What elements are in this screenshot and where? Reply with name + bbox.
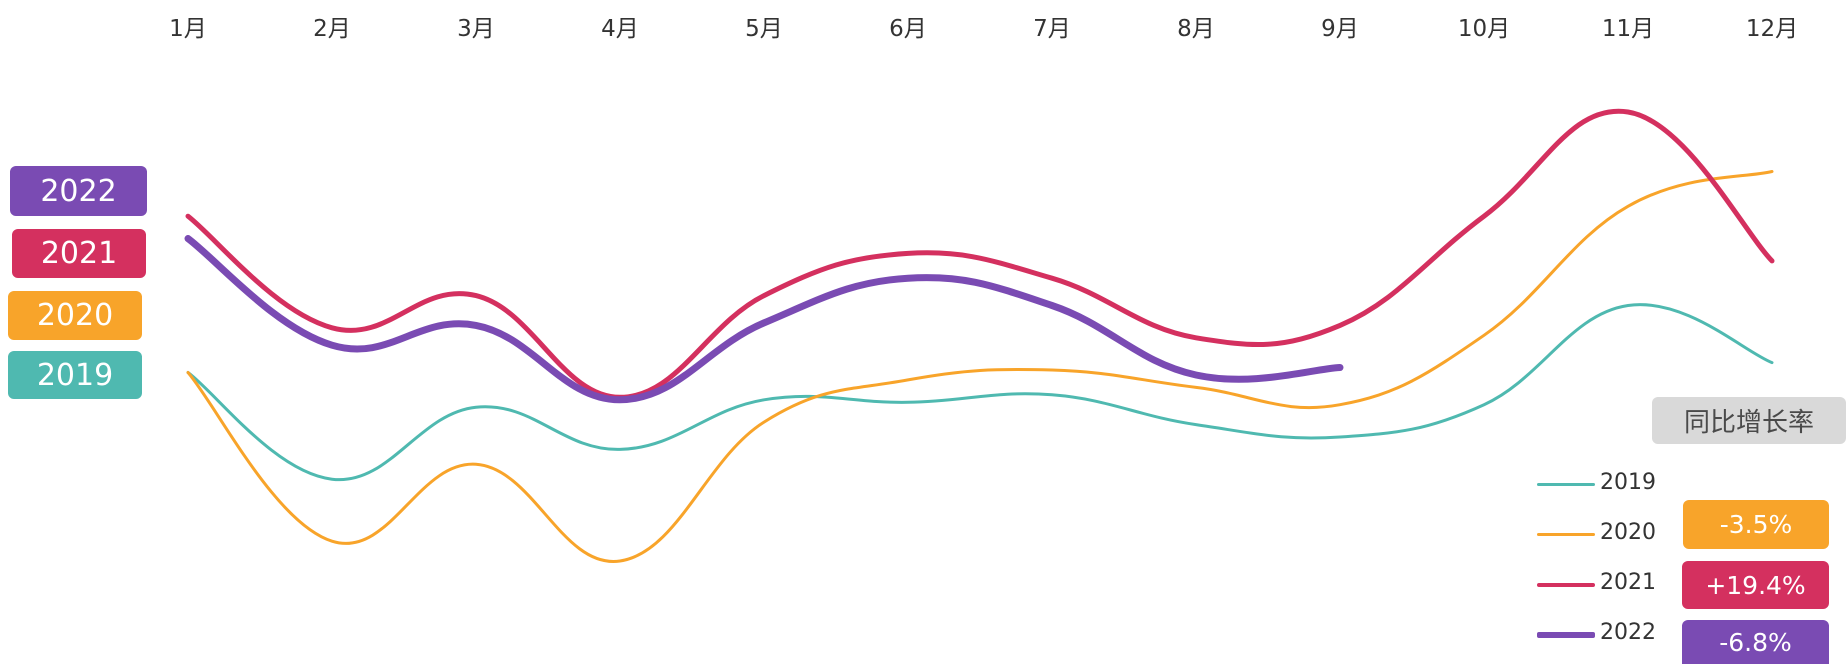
series-lines [184,108,1775,563]
year-badge-2021: 2021 [12,229,146,278]
x-tick-label: 10月 [1458,16,1510,42]
x-tick-label: 4月 [601,16,639,42]
legend-label-2022: 2022 [1600,620,1656,645]
x-tick-label: 2月 [313,16,351,42]
legend-line-2020 [1537,533,1595,536]
legend-line-2021 [1537,583,1595,587]
series-line-2021 [185,108,1775,400]
x-tick-label: 1月 [169,16,207,42]
x-tick-label: 7月 [1033,16,1071,42]
growth-badge-2021: +19.4% [1682,561,1829,609]
legend-label-2019: 2019 [1600,470,1656,495]
legend-line-2019 [1537,483,1595,486]
legend-line-2022 [1537,632,1595,638]
x-tick-label: 11月 [1602,16,1654,42]
series-line-2019 [186,303,1774,482]
series-line-2020 [186,170,1774,563]
x-tick-label: 8月 [1177,16,1215,42]
x-tick-label: 3月 [457,16,495,42]
growth-rate-title: 同比增长率 [1652,397,1846,444]
x-tick-label: 5月 [745,16,783,42]
legend-label-2020: 2020 [1600,520,1656,545]
growth-badge-2022: -6.8% [1682,620,1829,664]
x-tick-label: 12月 [1746,16,1798,42]
x-tick-label: 9月 [1321,16,1359,42]
growth-badge-2020: -3.5% [1683,500,1829,549]
x-axis-month-labels: 1月 2月 3月 4月 5月 6月 7月 8月 9月 10月 11月 12月 [169,16,1798,42]
year-badge-2019: 2019 [8,351,142,399]
year-badge-2020: 2020 [8,291,142,340]
year-badge-2022: 2022 [10,166,147,216]
series-line-2022 [184,235,1344,404]
legend-label-2021: 2021 [1600,570,1656,595]
x-tick-label: 6月 [889,16,927,42]
